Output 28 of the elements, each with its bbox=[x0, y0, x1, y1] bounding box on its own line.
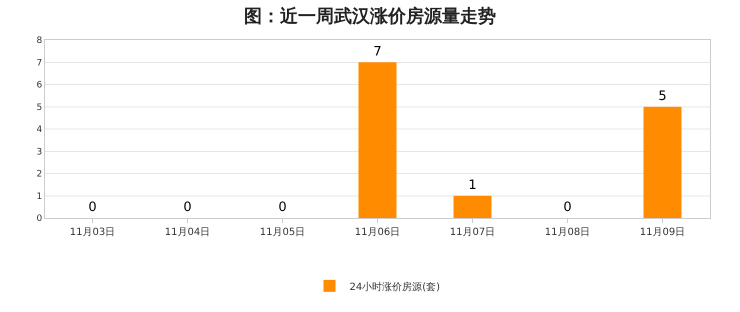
y-tick-label: 3 bbox=[36, 147, 42, 158]
x-tick-label: 11月05日 bbox=[260, 227, 306, 238]
x-tick-label: 11月07日 bbox=[450, 227, 496, 238]
bar bbox=[454, 196, 492, 218]
y-tick-label: 2 bbox=[36, 170, 42, 180]
chart-title: 图：近一周武汉涨价房源量走势 bbox=[244, 6, 496, 27]
y-tick-label: 5 bbox=[36, 102, 42, 113]
y-tick-label: 1 bbox=[36, 192, 42, 202]
x-tick-label: 11月06日 bbox=[354, 227, 400, 238]
data-label: 0 bbox=[88, 200, 97, 215]
y-tick-label: 6 bbox=[36, 80, 42, 91]
data-label: 0 bbox=[278, 200, 287, 215]
bar bbox=[644, 106, 682, 218]
bar bbox=[358, 62, 396, 218]
x-tick-label: 11月04日 bbox=[164, 227, 210, 238]
y-tick-label: 7 bbox=[36, 58, 42, 68]
x-tick-label: 11月09日 bbox=[640, 227, 686, 238]
data-label: 0 bbox=[563, 200, 572, 215]
x-tick-label: 11月08日 bbox=[544, 227, 590, 238]
x-tick-label: 11月03日 bbox=[70, 227, 116, 238]
legend-label: 24小时涨价房源(套) bbox=[350, 280, 440, 293]
y-tick-label: 4 bbox=[36, 125, 42, 136]
data-label: 5 bbox=[658, 88, 667, 104]
y-tick-label: 8 bbox=[36, 36, 42, 46]
data-label: 0 bbox=[183, 200, 192, 215]
data-label: 7 bbox=[373, 44, 382, 60]
data-label: 1 bbox=[468, 178, 477, 193]
y-tick-label: 0 bbox=[36, 214, 42, 224]
